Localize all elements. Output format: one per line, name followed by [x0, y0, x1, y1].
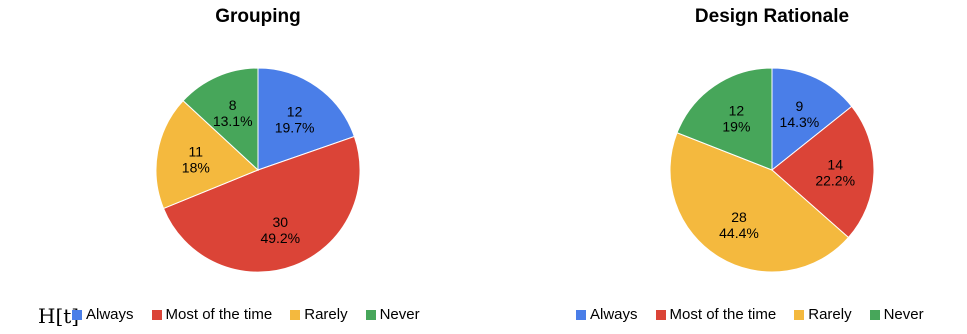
slice-percent-label: 14.3% [780, 114, 820, 130]
legend-label: Rarely [808, 306, 852, 323]
slice-percent-label: 19% [722, 119, 750, 135]
legend-label: Most of the time [669, 306, 777, 323]
pie-slice-always [771, 67, 853, 172]
legend-label: Always [86, 306, 134, 323]
legend-label: Never [883, 306, 924, 323]
slice-value-label: 12 [287, 104, 303, 120]
legend-label: Most of the time [165, 306, 273, 323]
design-rationale-chart: Design Rationale 9 14.3% 14 22.2% 28 44.4% 12 1… [520, 0, 967, 334]
slice-value-label: 30 [273, 214, 289, 230]
legend-swatch [655, 309, 666, 320]
legend-swatch [72, 309, 82, 320]
legend-item-rarely: Rarely [290, 306, 348, 323]
legend-item-never: Never [365, 306, 420, 323]
legend-swatch [576, 309, 586, 320]
legend-label: Rarely [304, 306, 348, 323]
slice-percent-label: 44.4% [719, 225, 759, 241]
pie-slice-rarely [155, 100, 259, 210]
slice-percent-label: 18% [182, 160, 210, 176]
legend-item-rarely: Rarely [794, 306, 852, 323]
pie-slice-rarely [669, 132, 850, 273]
slice-value-label: 11 [189, 144, 204, 160]
legend-swatch [794, 309, 805, 320]
slice-percent-label: 49.2% [260, 230, 300, 246]
chart-legend: Always Most of the time Rarely Never [72, 306, 420, 323]
slice-value-label: 9 [796, 98, 804, 114]
legend-item-never: Never [869, 306, 924, 323]
chart-title: Design Rationale [694, 6, 850, 27]
chart-legend: Always Most of the time Rarely Never [576, 306, 924, 323]
legend-swatch [365, 309, 376, 320]
pie-slice-most-of-the-time [162, 135, 361, 273]
legend-item-always: Always [72, 306, 134, 323]
slice-value-label: 28 [731, 209, 747, 225]
legend-swatch [290, 309, 301, 320]
slice-percent-label: 19.7% [275, 120, 315, 136]
slice-value-label: 12 [729, 103, 745, 119]
legend-label: Always [590, 306, 638, 323]
legend-swatch [869, 309, 880, 320]
slice-value-label: 14 [827, 157, 843, 173]
legend-item-always: Always [576, 306, 638, 323]
legend-item-most-of-the-time: Most of the time [151, 306, 273, 323]
legend-item-most-of-the-time: Most of the time [655, 306, 777, 323]
pie-slice-never [182, 67, 259, 172]
slice-percent-label: 13.1% [213, 113, 253, 129]
legend-label: Never [379, 306, 420, 323]
grouping-chart: Grouping 12 19.7% 30 49.2% 11 18% 8 13.1% Alway… [72, 6, 420, 323]
legend-swatch [151, 309, 162, 320]
pie-slice-most-of-the-time [771, 105, 875, 239]
slice-value-label: 8 [229, 97, 237, 113]
slice-percent-label: 22.2% [815, 173, 855, 189]
chart-title: Grouping [215, 6, 301, 27]
pie-slice-never [676, 67, 773, 171]
